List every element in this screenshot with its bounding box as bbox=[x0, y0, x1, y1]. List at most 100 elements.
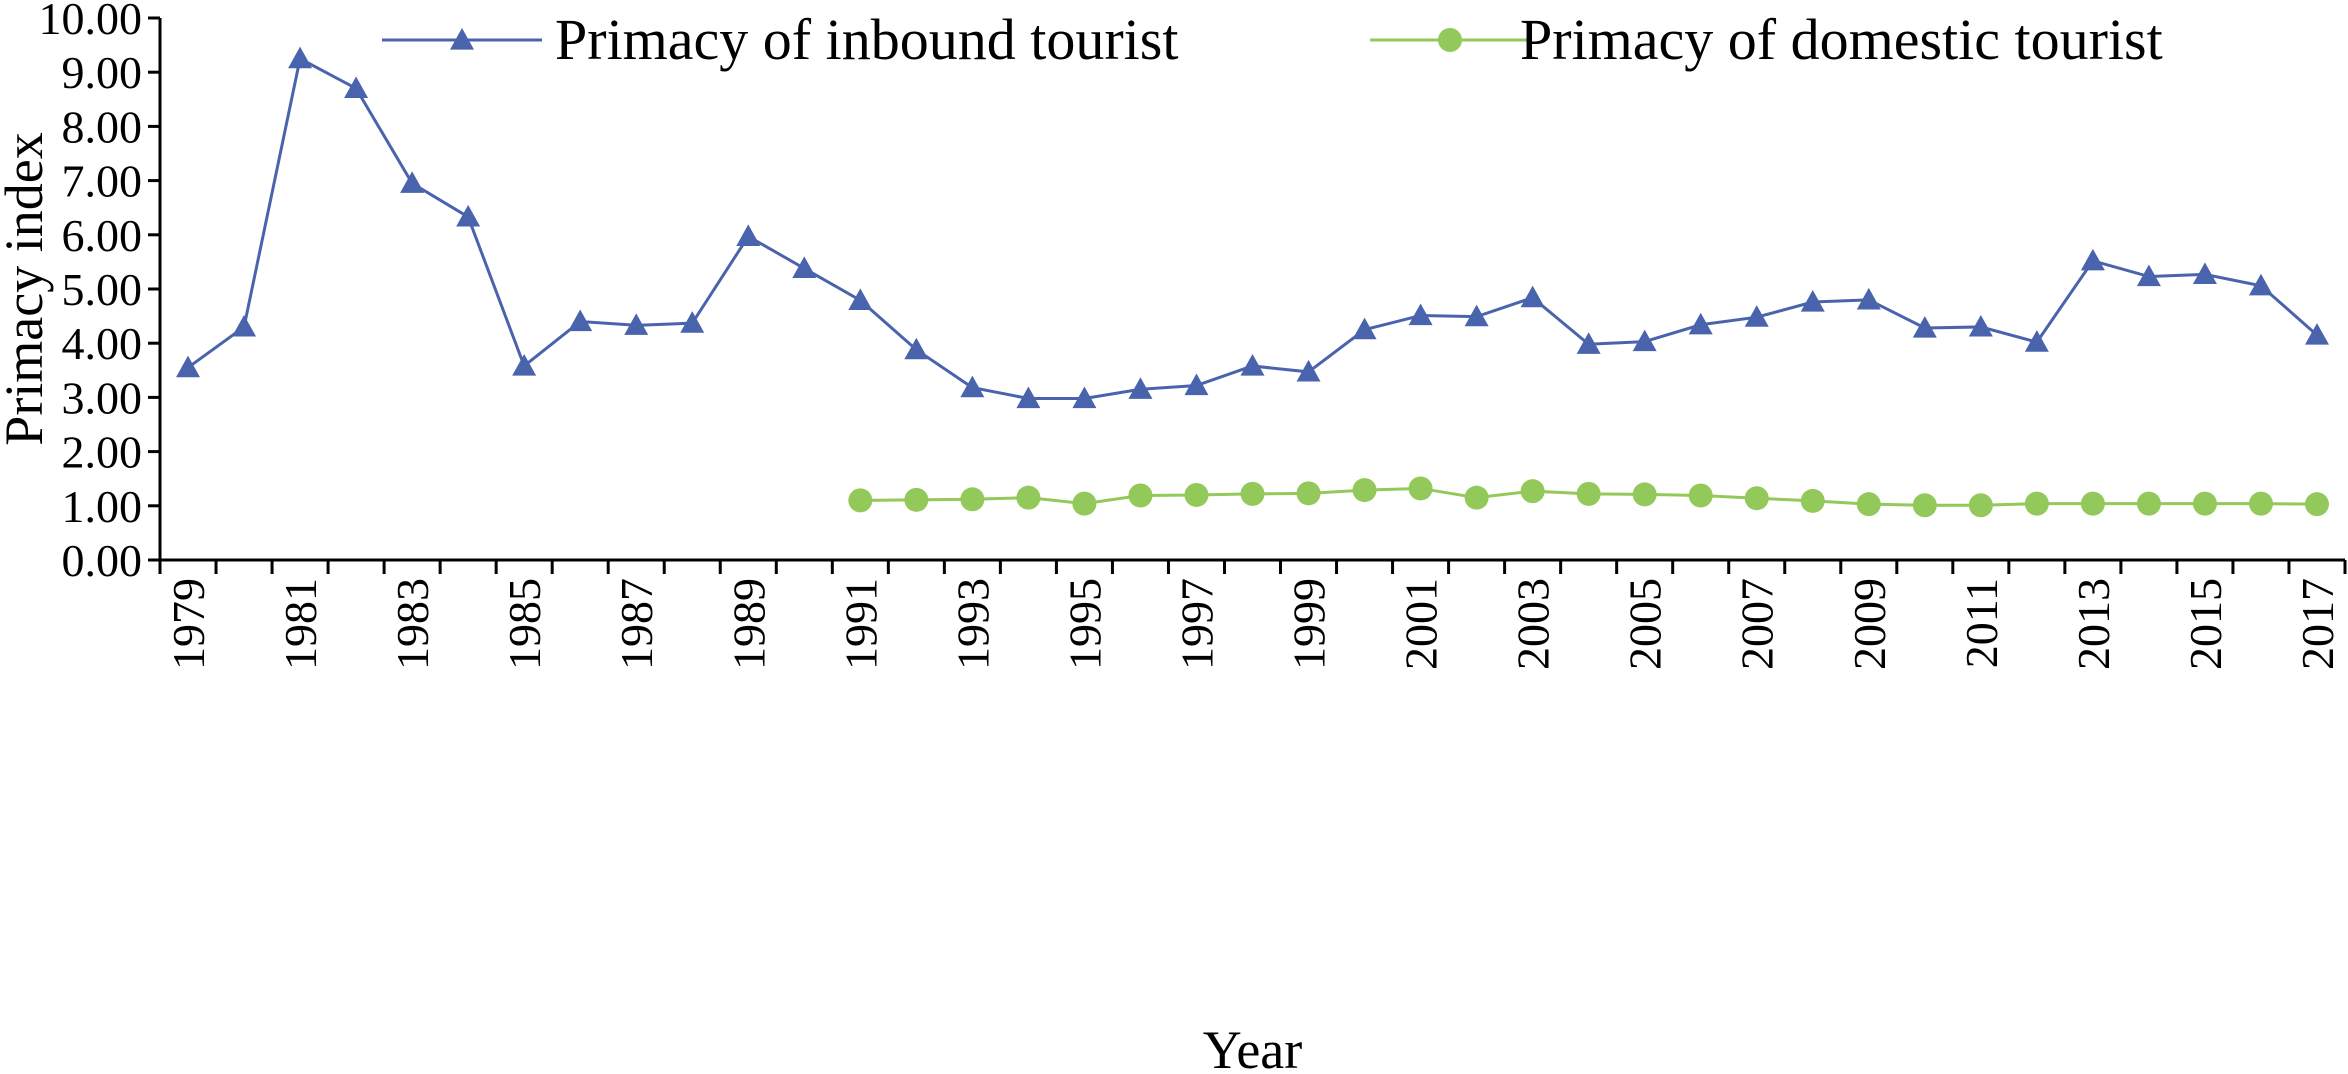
y-tick-label: 0.00 bbox=[62, 535, 143, 586]
data-point bbox=[1968, 314, 1993, 337]
x-tick-label: 2015 bbox=[2180, 578, 2231, 670]
data-point bbox=[2304, 323, 2329, 345]
data-point bbox=[736, 224, 761, 247]
y-tick-label: 5.00 bbox=[62, 264, 143, 315]
data-point bbox=[344, 76, 369, 99]
data-point bbox=[1016, 386, 1041, 409]
data-point bbox=[1744, 486, 1769, 511]
data-point bbox=[1240, 353, 1265, 376]
data-point bbox=[1520, 285, 1545, 308]
data-point bbox=[1352, 478, 1377, 503]
data-point bbox=[1800, 290, 1825, 312]
x-tick-label: 2009 bbox=[1844, 578, 1895, 670]
data-point bbox=[960, 375, 985, 398]
x-tick-label: 1991 bbox=[835, 578, 886, 670]
data-point bbox=[1128, 483, 1153, 508]
data-point bbox=[1352, 317, 1377, 340]
data-point bbox=[960, 487, 985, 512]
x-tick-label: 2017 bbox=[2292, 578, 2343, 670]
data-point bbox=[1856, 492, 1881, 517]
legend-item-2: Primacy of domestic tourist bbox=[1370, 7, 2163, 72]
x-tick-label: 1981 bbox=[275, 578, 326, 670]
legend-label: Primacy of inbound tourist bbox=[555, 7, 1178, 72]
y-tick-label: 9.00 bbox=[62, 47, 143, 98]
data-point bbox=[456, 204, 481, 227]
data-point bbox=[1464, 485, 1489, 510]
data-point bbox=[1912, 316, 1937, 338]
legend-item-1: Primacy of inbound tourist bbox=[382, 7, 1178, 72]
data-point bbox=[1016, 485, 1041, 510]
x-tick-label: 1993 bbox=[947, 578, 998, 670]
data-point bbox=[1184, 482, 1209, 507]
data-point bbox=[568, 309, 593, 332]
data-point bbox=[904, 487, 929, 512]
series-1 bbox=[176, 46, 2329, 409]
data-point bbox=[1744, 305, 1769, 327]
x-tick-label: 1985 bbox=[499, 578, 550, 670]
data-point bbox=[848, 488, 873, 513]
data-point bbox=[1072, 386, 1097, 409]
data-point bbox=[1520, 479, 1545, 504]
x-tick-label: 1979 bbox=[163, 578, 214, 670]
x-axis-title: Year bbox=[1203, 1020, 1303, 1074]
data-point bbox=[2024, 491, 2049, 516]
y-tick-label: 10.00 bbox=[39, 0, 143, 44]
y-tick-label: 2.00 bbox=[62, 427, 143, 478]
data-point bbox=[1800, 488, 1825, 513]
data-point bbox=[1856, 287, 1881, 310]
y-tick-label: 3.00 bbox=[62, 372, 143, 423]
data-point bbox=[1688, 483, 1713, 508]
data-point bbox=[2080, 491, 2105, 516]
y-tick-label: 8.00 bbox=[62, 101, 143, 152]
legend-label: Primacy of domestic tourist bbox=[1520, 7, 2163, 72]
data-point bbox=[1296, 481, 1321, 506]
data-point bbox=[848, 288, 873, 310]
data-point bbox=[792, 256, 817, 279]
data-point bbox=[2136, 491, 2161, 516]
data-point bbox=[2304, 492, 2329, 517]
data-point bbox=[288, 46, 313, 69]
data-point bbox=[1184, 373, 1209, 396]
data-point bbox=[680, 311, 705, 333]
legend-marker bbox=[450, 28, 474, 50]
data-point bbox=[2248, 491, 2273, 516]
data-point bbox=[176, 355, 201, 378]
data-point bbox=[1128, 377, 1153, 399]
x-tick-label: 1983 bbox=[387, 578, 438, 670]
x-tick-label: 1995 bbox=[1059, 578, 1110, 670]
data-point bbox=[1072, 491, 1097, 516]
series-layer bbox=[176, 46, 2329, 518]
legend: Primacy of inbound tourist Primacy of dom… bbox=[382, 7, 2163, 72]
data-point bbox=[1408, 303, 1433, 326]
x-tick-label: 1989 bbox=[723, 578, 774, 670]
data-point bbox=[512, 353, 537, 376]
axes: 0.001.002.003.004.005.006.007.008.009.00… bbox=[39, 0, 2347, 670]
data-point bbox=[904, 337, 929, 360]
data-point bbox=[1912, 493, 1937, 518]
data-point bbox=[624, 313, 649, 335]
data-point bbox=[1576, 481, 1601, 506]
y-tick-label: 7.00 bbox=[62, 156, 143, 207]
x-tick-label: 2005 bbox=[1620, 578, 1671, 670]
x-tick-label: 2013 bbox=[2068, 578, 2119, 670]
y-tick-label: 1.00 bbox=[62, 481, 143, 532]
data-point bbox=[1688, 312, 1713, 335]
series-2 bbox=[848, 476, 2329, 518]
data-point bbox=[2192, 491, 2217, 516]
data-point bbox=[2024, 330, 2049, 352]
y-tick-label: 4.00 bbox=[62, 318, 143, 369]
data-point bbox=[1632, 329, 1657, 352]
series-line bbox=[187, 56, 2318, 400]
x-tick-label: 2011 bbox=[1956, 578, 2007, 668]
y-tick-label: 6.00 bbox=[62, 210, 143, 261]
data-point bbox=[2080, 248, 2105, 271]
y-axis-title: Primacy index bbox=[0, 132, 54, 445]
data-point bbox=[1632, 482, 1657, 507]
data-point bbox=[2248, 273, 2273, 296]
data-point bbox=[400, 171, 425, 193]
data-point bbox=[1408, 476, 1433, 501]
x-tick-label: 1999 bbox=[1284, 578, 1335, 670]
legend-marker bbox=[1438, 28, 1462, 52]
x-tick-label: 2003 bbox=[1508, 578, 1559, 670]
